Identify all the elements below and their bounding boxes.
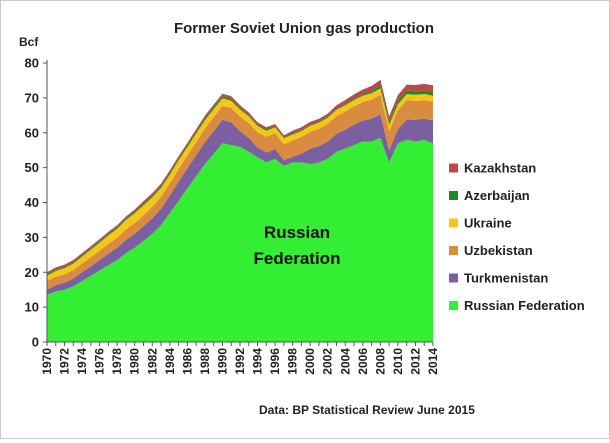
legend-label-kazakhstan: Kazakhstan xyxy=(464,161,536,176)
legend-swatch-kazakhstan xyxy=(449,163,458,173)
x-tick-label: 1998 xyxy=(286,348,300,375)
y-tick-label: 50 xyxy=(25,160,39,175)
x-tick-label: 1980 xyxy=(128,348,142,375)
chart-title: Former Soviet Union gas production xyxy=(174,20,434,37)
y-tick-label: 70 xyxy=(25,90,39,105)
y-tick-label: 20 xyxy=(25,265,39,280)
legend-swatch-azerbaijan xyxy=(449,191,458,200)
x-tick-label: 1978 xyxy=(110,348,124,375)
x-tick-label: 1988 xyxy=(198,348,212,375)
y-tick-label: 80 xyxy=(25,56,39,71)
area-russian-federation xyxy=(47,138,433,342)
x-tick-label: 1986 xyxy=(180,348,194,375)
x-tick-label: 2004 xyxy=(338,348,352,375)
legend-swatch-uzbekistan xyxy=(449,246,458,255)
legend-label-azerbaijan: Azerbaijan xyxy=(464,188,530,203)
x-tick-label: 2008 xyxy=(373,348,387,375)
x-tick-label: 1992 xyxy=(233,348,247,375)
x-tick-label: 1970 xyxy=(40,348,54,375)
y-tick-labels: 0 10 20 30 40 50 60 70 80 xyxy=(25,56,47,350)
y-tick-label: 60 xyxy=(25,125,39,140)
y-tick-label: 10 xyxy=(25,300,39,315)
x-tick-label: 1990 xyxy=(215,348,229,375)
x-tick-label: 2010 xyxy=(391,348,405,375)
x-tick-label: 2000 xyxy=(303,348,317,375)
x-tick-label: 1996 xyxy=(268,348,282,375)
legend-label-uzbekistan: Uzbekistan xyxy=(464,243,533,258)
area-turkmenistan xyxy=(47,114,433,295)
x-tick-label: 1982 xyxy=(145,348,159,375)
legend-swatch-ukraine xyxy=(449,218,458,228)
y-tick-label: 40 xyxy=(25,195,39,210)
legend: Kazakhstan Azerbaijan Ukraine Uzbekistan Tur… xyxy=(449,161,585,313)
x-tick-labels: 1970 1972 1974 1976 1978 1980 1982 1984 1986 1988… xyxy=(40,342,440,375)
x-tick-label: 2014 xyxy=(426,348,440,375)
y-axis-label: Bcf xyxy=(19,35,39,49)
source-footnote: Data: BP Statistical Review June 2015 xyxy=(259,403,475,417)
legend-swatch-turkmenistan xyxy=(449,273,458,283)
annotation-line: Federation xyxy=(254,249,341,268)
x-tick-label: 2006 xyxy=(356,348,370,375)
x-tick-label: 1974 xyxy=(75,348,89,375)
x-tick-label: 1984 xyxy=(163,348,177,375)
annotation-line: Russian xyxy=(264,223,330,242)
legend-swatch-russian-federation xyxy=(449,301,458,310)
x-tick-label: 2002 xyxy=(321,348,335,375)
x-tick-label: 2012 xyxy=(408,348,422,375)
x-tick-label: 1972 xyxy=(58,348,72,375)
stacked-areas xyxy=(47,79,433,342)
region-annotation: Russian Federation xyxy=(254,223,341,268)
x-tick-label: 1976 xyxy=(93,348,107,375)
x-tick-label: 1994 xyxy=(251,348,265,375)
legend-label-ukraine: Ukraine xyxy=(464,216,512,231)
y-tick-label: 30 xyxy=(25,230,39,245)
y-tick-label: 0 xyxy=(32,335,39,350)
legend-label-russian-federation: Russian Federation xyxy=(464,298,585,313)
legend-label-turkmenistan: Turkmenistan xyxy=(464,271,548,286)
